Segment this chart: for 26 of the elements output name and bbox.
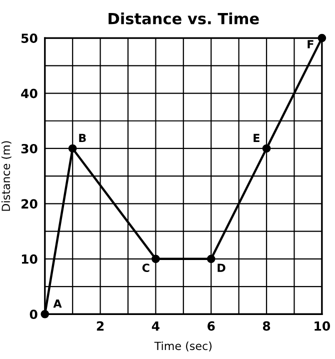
x-tick-label: 8 bbox=[262, 321, 270, 331]
y-tick-label: 0 bbox=[30, 310, 38, 320]
x-tick-label: 4 bbox=[152, 321, 160, 331]
x-tick-label: 6 bbox=[208, 321, 215, 331]
annotation: B bbox=[79, 134, 86, 142]
annotation: D bbox=[218, 264, 226, 272]
y-tick-label: 50 bbox=[22, 34, 38, 43]
point bbox=[68, 144, 77, 153]
annotation: A bbox=[53, 300, 62, 308]
y-tick-label: 10 bbox=[22, 254, 38, 264]
x-tick-label: 10 bbox=[314, 321, 330, 331]
point bbox=[318, 34, 326, 42]
y-tick-label: 30 bbox=[21, 144, 38, 154]
y-tick-label: 40 bbox=[21, 88, 38, 98]
y-tick-label: 20 bbox=[22, 199, 38, 209]
x-axis-title: Time (sec) bbox=[154, 342, 212, 352]
annotation: E bbox=[254, 134, 260, 142]
point bbox=[152, 254, 160, 264]
point bbox=[206, 254, 216, 264]
annotation: C bbox=[142, 264, 150, 272]
point bbox=[40, 310, 50, 318]
annotation: F bbox=[308, 40, 314, 48]
x-tick-label: 2 bbox=[96, 321, 104, 331]
y-axis-title: Distance (m) bbox=[1, 141, 12, 211]
chart-title: Distance vs. Time bbox=[108, 12, 259, 24]
point bbox=[262, 144, 271, 153]
